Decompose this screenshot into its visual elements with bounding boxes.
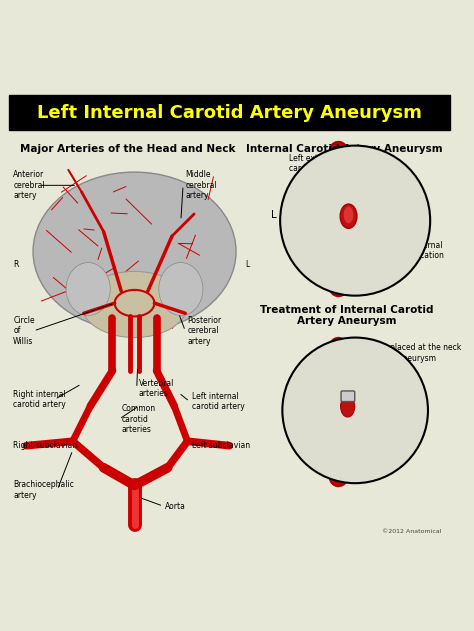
Text: Middle
cerebral
artery: Middle cerebral artery [185, 170, 217, 200]
Ellipse shape [33, 172, 236, 331]
Text: Circle
of
Willis: Circle of Willis [13, 316, 35, 346]
FancyBboxPatch shape [9, 95, 450, 130]
Text: Major Arteries of the Head and Neck: Major Arteries of the Head and Neck [20, 144, 236, 154]
FancyBboxPatch shape [341, 391, 355, 401]
Text: Right internal
carotid artery: Right internal carotid artery [13, 389, 66, 409]
Text: Anterior
cerebral
artery: Anterior cerebral artery [13, 170, 45, 200]
Ellipse shape [344, 206, 354, 223]
Text: Distal left internal
carotid bifurcation
aneurysm: Distal left internal carotid bifurcation… [373, 241, 444, 271]
Text: Left internal
carotid artery: Left internal carotid artery [192, 392, 245, 411]
Ellipse shape [159, 262, 203, 316]
Text: Aorta: Aorta [165, 502, 186, 510]
Text: Common
carotid
arteries: Common carotid arteries [121, 404, 155, 434]
Text: Brachiocephalic
artery: Brachiocephalic artery [13, 480, 74, 500]
Text: L: L [245, 260, 249, 269]
Text: Treatment of Internal Carotid
Artery Aneurysm: Treatment of Internal Carotid Artery Ane… [260, 305, 433, 326]
Text: L: L [271, 210, 277, 220]
Text: Clip placed at the neck
of the aneurysm: Clip placed at the neck of the aneurysm [373, 343, 461, 363]
Text: Left Internal Carotid Artery Aneurysm: Left Internal Carotid Artery Aneurysm [37, 103, 422, 122]
Ellipse shape [82, 271, 188, 338]
Text: ©2012 Anatomical: ©2012 Anatomical [382, 529, 441, 534]
Text: Vertebral
arteries: Vertebral arteries [139, 379, 174, 398]
Ellipse shape [340, 204, 357, 228]
Ellipse shape [66, 262, 110, 316]
Text: Internal Carotid Artery Aneurysm: Internal Carotid Artery Aneurysm [246, 144, 442, 154]
Text: R: R [13, 260, 18, 269]
Ellipse shape [341, 396, 355, 417]
Circle shape [280, 146, 430, 296]
Text: Right subclavian: Right subclavian [13, 441, 77, 450]
Text: Posterior
cerebral
artery: Posterior cerebral artery [188, 316, 222, 346]
Circle shape [283, 338, 428, 483]
Text: Left external
carotid artery: Left external carotid artery [289, 153, 342, 173]
Text: Left subclavian: Left subclavian [192, 441, 250, 450]
